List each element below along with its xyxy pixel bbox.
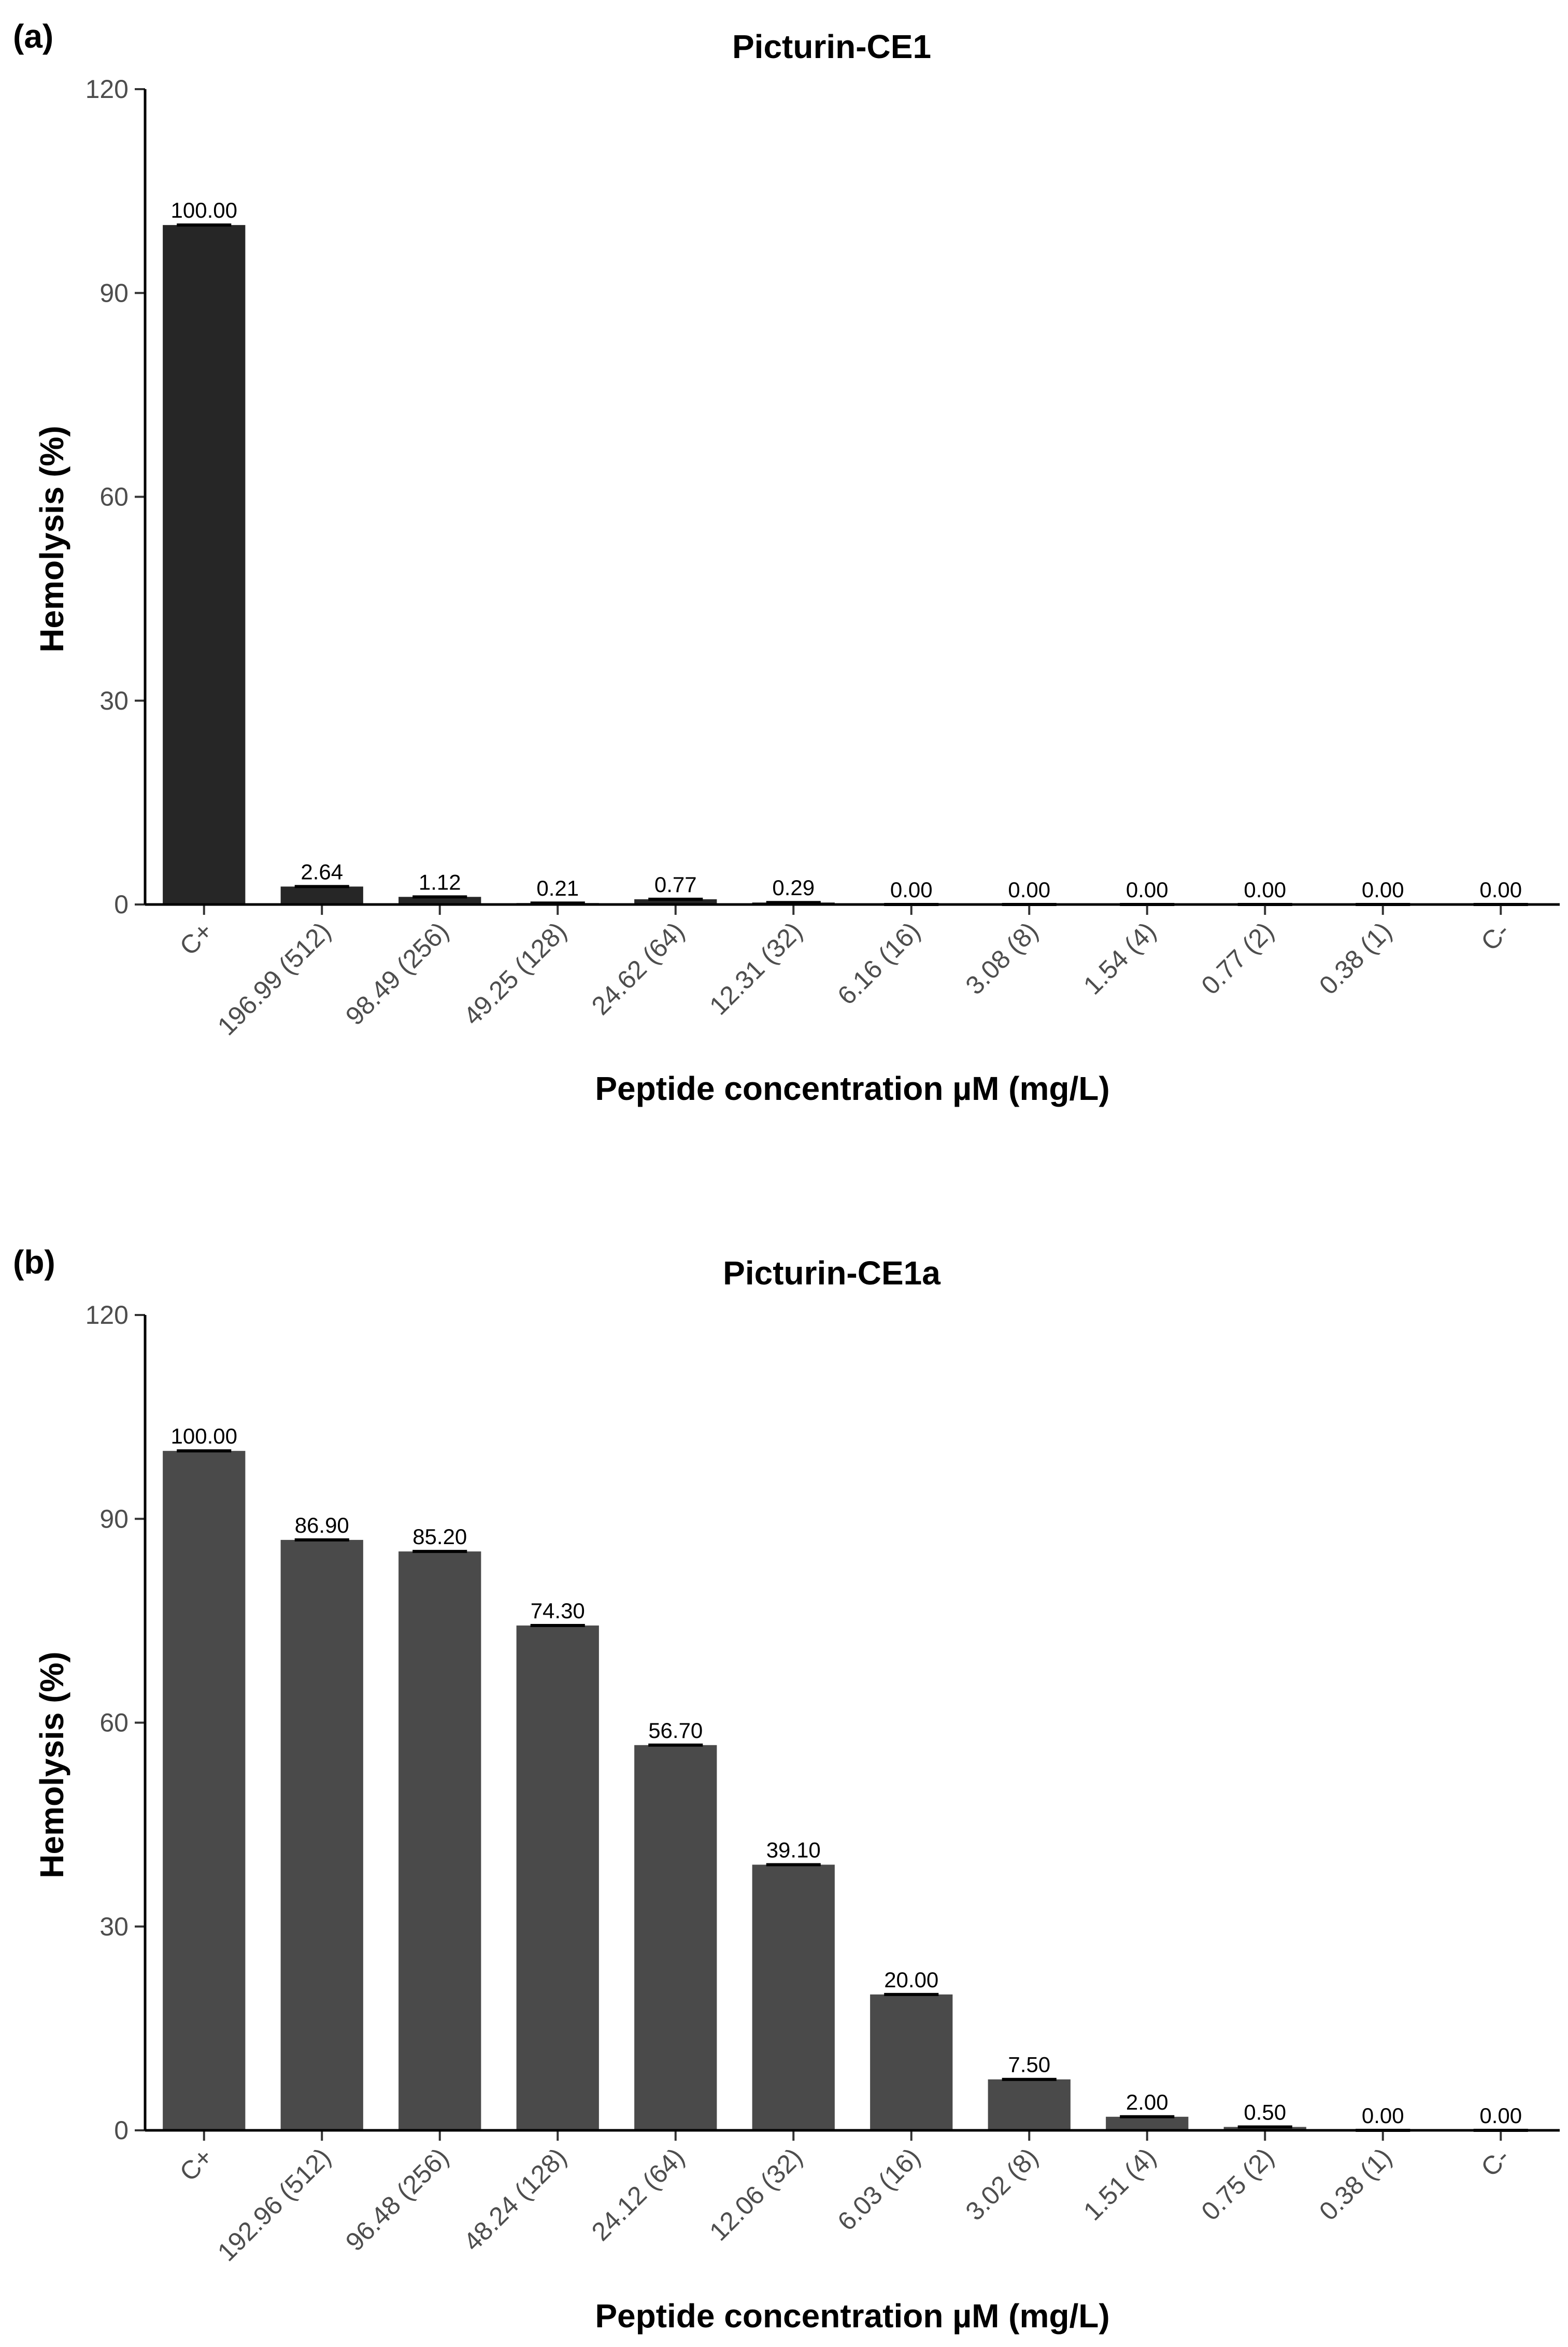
data-label-a: 0.77: [654, 872, 697, 897]
y-ticks-a: 0 30 60 90 120: [85, 75, 145, 919]
bar-b: [1106, 2116, 1189, 2130]
x-tick-label-b: 1.51 (4): [1078, 2142, 1161, 2226]
data-label-a: 0.00: [1479, 878, 1522, 902]
x-tick-label-b: 192.96 (512): [212, 2142, 336, 2267]
data-label-a: 0.00: [1244, 878, 1286, 902]
x-tick-label-a: 1.54 (4): [1078, 916, 1161, 1000]
bar-b: [752, 1864, 835, 2130]
data-label-a: 1.12: [419, 870, 461, 894]
data-label-a: 0.00: [1008, 878, 1050, 902]
x-tick-label-a: 0.77 (2): [1196, 916, 1279, 1000]
bar-b: [398, 1551, 481, 2130]
data-label-a: 0.00: [1126, 878, 1168, 902]
y-axis-title-b: Hemolysis (%): [33, 1651, 70, 1878]
y-tick-label-b: 120: [85, 1300, 129, 1330]
chart-title-a: Picturin-CE1: [732, 28, 931, 65]
x-tick-label-a: C+: [174, 916, 219, 961]
data-label-b: 74.30: [531, 1599, 585, 1623]
data-label-b: 86.90: [295, 1513, 349, 1537]
y-tick-label-a: 90: [99, 278, 129, 307]
x-tick-label-b: 0.38 (1): [1314, 2142, 1397, 2226]
x-tick-label-b: 48.24 (128): [458, 2142, 572, 2256]
bar-b: [870, 1994, 953, 2130]
x-axis-title-a: Peptide concentration µM (mg/L): [595, 1070, 1109, 1107]
bar-a: [280, 886, 363, 904]
data-label-b: 7.50: [1008, 2053, 1050, 2077]
x-ticks-b: C+192.96 (512) 96.48 (256) 48.24 (128) 24.1…: [174, 2130, 1515, 2267]
data-label-b: 85.20: [412, 1524, 467, 1549]
x-tick-label-a: 0.38 (1): [1314, 916, 1397, 1000]
bar-a: [398, 897, 481, 904]
y-tick-label-b: 60: [99, 1708, 129, 1737]
x-ticks-a: C+196.99 (512) 98.49 (256) 49.25 (128) 24.6…: [174, 904, 1515, 1041]
bar-b: [1223, 2127, 1306, 2130]
x-tick-label-a: 12.31 (32): [704, 916, 808, 1021]
chart-title-b: Picturin-CE1a: [723, 1254, 940, 1292]
y-tick-label-a: 120: [85, 75, 129, 104]
data-label-b: 0.00: [1479, 2103, 1522, 2128]
x-tick-label-a: 24.62 (64): [586, 916, 690, 1021]
y-tick-label-a: 30: [99, 686, 129, 715]
bar-b: [516, 1625, 599, 2130]
bar-b: [163, 1451, 246, 2130]
data-label-a: 0.21: [536, 876, 579, 900]
x-tick-label-a: 3.08 (8): [960, 916, 1044, 1000]
data-label-b: 56.70: [648, 1718, 703, 1743]
x-tick-label-b: 24.12 (64): [586, 2142, 690, 2246]
data-label-b: 100.00: [171, 1424, 237, 1448]
panel-label-b: (b): [13, 1243, 55, 1281]
chart-panel-a: (a) Picturin-CE1 Peptide concentration µ…: [13, 18, 1560, 1107]
chart-panel-b: (b) Picturin-CE1a Peptide concentration …: [13, 1243, 1560, 2335]
bar-a: [634, 899, 717, 904]
y-tick-label-b: 90: [99, 1504, 129, 1533]
x-tick-label-a: 6.16 (16): [832, 916, 925, 1010]
data-labels-a: 100.00 2.64 1.12 0.21 0.77 0.29 0.00 0.00 0.00 0.…: [171, 198, 1522, 902]
data-label-b: 39.10: [766, 1837, 821, 1862]
bars-b: [163, 1449, 1528, 2132]
data-label-b: 0.50: [1244, 2100, 1286, 2124]
data-labels-b: 100.00 86.90 85.20 74.30 56.70 39.10 20.00 7.50…: [171, 1424, 1522, 2128]
x-axis-title-b: Peptide concentration µM (mg/L): [595, 2297, 1109, 2335]
data-label-b: 2.00: [1126, 2090, 1168, 2114]
bar-b: [634, 1745, 717, 2130]
x-tick-label-a: 98.49 (256): [340, 916, 454, 1030]
x-tick-label-b: C-: [1475, 2142, 1515, 2182]
x-tick-label-b: 3.02 (8): [960, 2142, 1044, 2226]
y-tick-label-a: 60: [99, 483, 129, 512]
data-label-b: 20.00: [884, 1968, 938, 1992]
data-label-a: 0.29: [772, 875, 815, 900]
y-tick-label-a: 0: [114, 890, 129, 919]
data-label-a: 100.00: [171, 198, 237, 222]
panel-label-a: (a): [13, 18, 53, 55]
x-tick-label-b: C+: [174, 2142, 219, 2187]
bars-a: [163, 223, 1528, 906]
x-tick-label-b: 12.06 (32): [704, 2142, 808, 2246]
x-tick-label-a: C-: [1475, 916, 1515, 956]
y-tick-label-b: 0: [114, 2116, 129, 2145]
x-tick-label-b: 6.03 (16): [832, 2142, 925, 2236]
x-tick-label-b: 96.48 (256): [340, 2142, 454, 2256]
y-tick-label-b: 30: [99, 1912, 129, 1941]
y-axis-title-a: Hemolysis (%): [33, 426, 70, 652]
data-label-b: 0.00: [1362, 2103, 1404, 2128]
y-ticks-b: 0 30 60 90 120: [85, 1300, 145, 2145]
data-label-a: 2.64: [301, 859, 343, 884]
bar-b: [988, 2079, 1071, 2130]
x-tick-label-a: 49.25 (128): [458, 916, 572, 1030]
bar-b: [280, 1539, 363, 2130]
data-label-a: 0.00: [1362, 878, 1404, 902]
bar-a: [163, 225, 246, 905]
x-tick-label-a: 196.99 (512): [212, 916, 336, 1041]
x-tick-label-b: 0.75 (2): [1196, 2142, 1279, 2226]
data-label-a: 0.00: [890, 878, 933, 902]
